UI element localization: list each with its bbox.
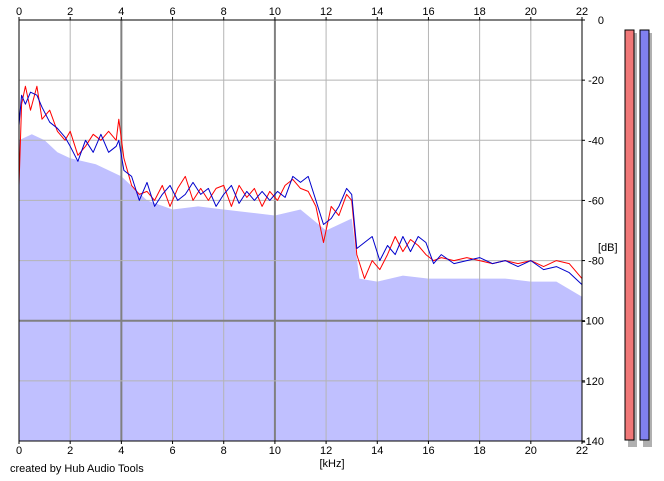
plot-frame <box>18 19 583 442</box>
x-tick-label-top: 12 <box>320 6 332 18</box>
x-tick-label-bottom: 20 <box>525 445 537 457</box>
x-tick-label-top: 20 <box>525 6 537 18</box>
x-tick-label-top: 22 <box>576 6 588 18</box>
level-meter-right <box>639 29 650 441</box>
y-tick-label: -60 <box>588 195 604 207</box>
y-tick-label: -80 <box>588 256 604 268</box>
x-tick-label-top: 16 <box>422 6 434 18</box>
series-line-1 <box>18 85 583 280</box>
series-line-2 <box>18 91 583 285</box>
credit-text: created by Hub Audio Tools <box>10 463 144 475</box>
x-tick-label-top: 14 <box>371 6 383 18</box>
x-tick-label-top: 10 <box>269 6 281 18</box>
x-unit-label: [kHz] <box>319 458 344 470</box>
x-tick-label-top: 2 <box>67 6 73 18</box>
x-tick-label-top: 8 <box>221 6 227 18</box>
x-tick-label-top: 0 <box>16 6 22 18</box>
spectrum-fill <box>19 134 582 442</box>
x-tick-label-bottom: 18 <box>474 445 486 457</box>
y-tick-label: -120 <box>582 376 604 388</box>
y-axis-ticks: 0 -20 -40 -60 -80 -100 -120 -140 <box>582 15 604 448</box>
level-meters <box>624 29 652 447</box>
x-tick-label-bottom: 0 <box>16 445 22 457</box>
x-tick-label-bottom: 16 <box>422 445 434 457</box>
x-tick-label-top: 18 <box>474 6 486 18</box>
x-tick-label-bottom: 8 <box>221 445 227 457</box>
y-unit-label: [dB] <box>598 242 618 254</box>
x-tick-label-bottom: 12 <box>320 445 332 457</box>
level-meter-left <box>624 29 635 441</box>
y-tick-label: -20 <box>588 75 604 87</box>
x-tick-label-top: 4 <box>118 6 124 18</box>
x-tick-label-top: 6 <box>169 6 175 18</box>
x-tick-label-bottom: 4 <box>118 445 124 457</box>
y-tick-label: -40 <box>588 135 604 147</box>
y-tick-label: -140 <box>582 436 604 448</box>
x-tick-label-bottom: 14 <box>371 445 383 457</box>
x-tick-label-bottom: 10 <box>269 445 281 457</box>
x-axis-bottom-ticks: 0 2 4 6 8 10 12 14 16 18 20 22 <box>16 441 588 457</box>
y-tick-label: -100 <box>582 316 604 328</box>
x-tick-label-bottom: 2 <box>67 445 73 457</box>
series-lines <box>18 85 583 285</box>
spectrum-area <box>19 134 582 442</box>
x-axis-top-ticks: 0 2 4 6 8 10 12 14 16 18 20 22 <box>16 6 588 20</box>
y-tick-label: 0 <box>598 15 604 27</box>
x-tick-label-bottom: 22 <box>576 445 588 457</box>
x-tick-label-bottom: 6 <box>169 445 175 457</box>
